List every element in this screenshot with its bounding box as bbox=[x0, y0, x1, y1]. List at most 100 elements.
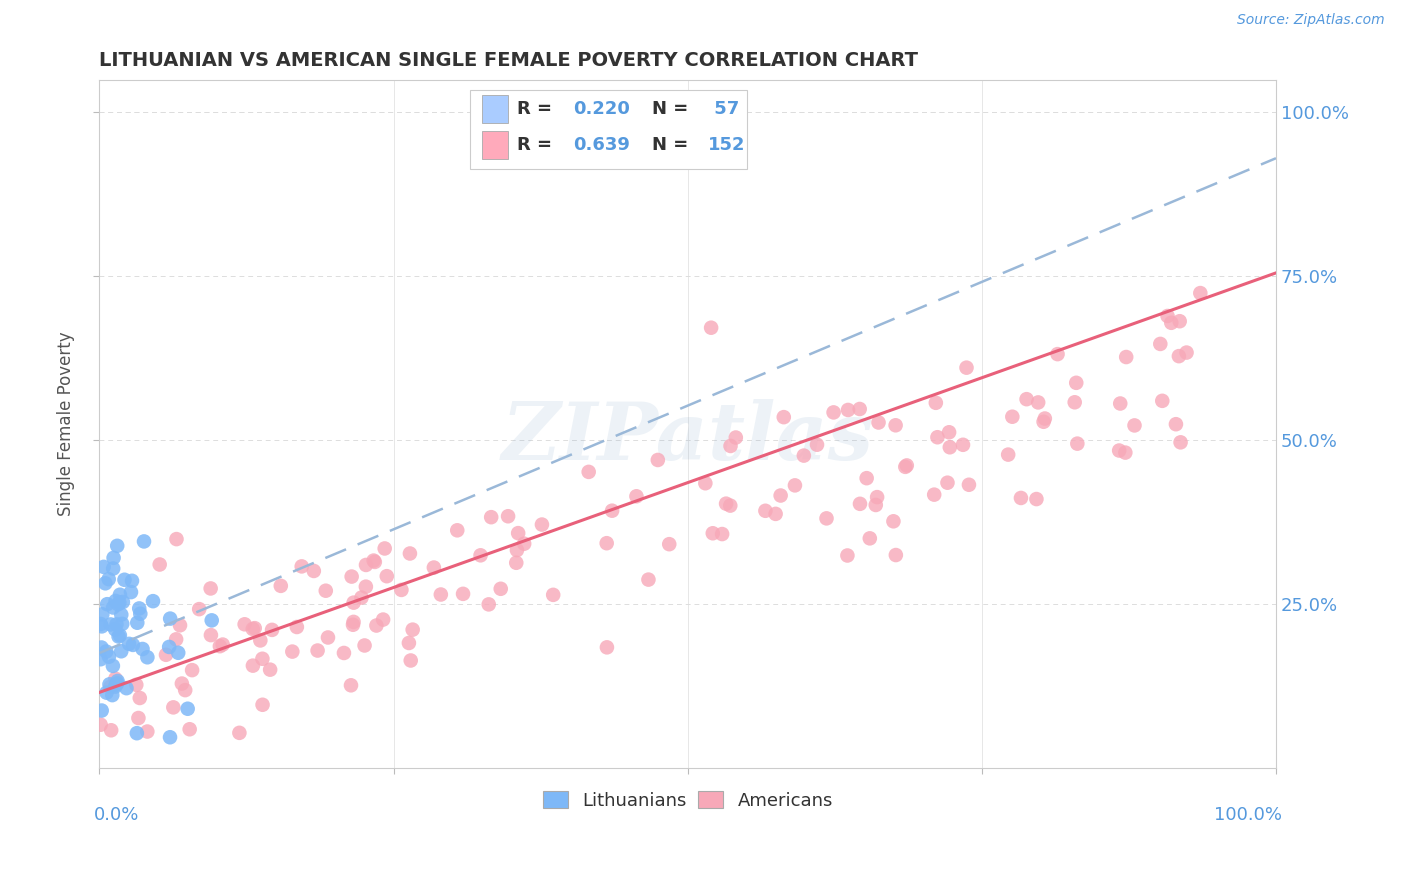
Point bbox=[233, 617, 256, 632]
Point bbox=[793, 449, 815, 463]
Text: 0.639: 0.639 bbox=[574, 136, 630, 154]
Point bbox=[100, 680, 122, 694]
Point bbox=[142, 594, 165, 608]
Point bbox=[430, 587, 453, 601]
Point bbox=[181, 663, 204, 677]
Point bbox=[176, 702, 198, 716]
FancyBboxPatch shape bbox=[482, 131, 508, 159]
Point bbox=[100, 723, 122, 738]
Point bbox=[108, 628, 131, 642]
Point bbox=[201, 613, 224, 627]
Text: R =: R = bbox=[517, 100, 558, 118]
Point bbox=[105, 539, 128, 553]
Point bbox=[884, 548, 907, 562]
Point bbox=[1033, 411, 1056, 425]
Point bbox=[720, 439, 742, 453]
Point bbox=[1115, 350, 1137, 364]
Point bbox=[1167, 349, 1189, 363]
Point bbox=[354, 558, 377, 572]
Point bbox=[242, 658, 264, 673]
Point bbox=[111, 595, 134, 609]
Point bbox=[200, 582, 222, 596]
Point bbox=[104, 623, 127, 637]
Point bbox=[939, 440, 962, 454]
Point bbox=[179, 723, 201, 737]
Point bbox=[169, 618, 191, 632]
Point bbox=[107, 597, 129, 611]
Point bbox=[513, 537, 536, 551]
Point bbox=[391, 582, 413, 597]
Point bbox=[342, 615, 364, 629]
Point bbox=[188, 602, 211, 616]
Text: N =: N = bbox=[652, 100, 695, 118]
Point bbox=[252, 698, 274, 712]
Point bbox=[165, 632, 187, 647]
Point bbox=[423, 560, 446, 574]
Point bbox=[505, 556, 527, 570]
Point bbox=[260, 623, 283, 637]
Point bbox=[136, 650, 159, 665]
Point bbox=[765, 507, 787, 521]
Text: Source: ZipAtlas.com: Source: ZipAtlas.com bbox=[1237, 13, 1385, 28]
Point bbox=[131, 642, 153, 657]
Point bbox=[1046, 347, 1069, 361]
Point bbox=[955, 360, 977, 375]
Point bbox=[316, 631, 339, 645]
Point bbox=[769, 489, 792, 503]
FancyBboxPatch shape bbox=[482, 95, 508, 123]
Text: 100.0%: 100.0% bbox=[1213, 805, 1282, 823]
Point bbox=[1160, 316, 1182, 330]
Point bbox=[363, 553, 385, 567]
Point bbox=[110, 607, 132, 622]
Point bbox=[98, 649, 121, 664]
Point bbox=[896, 458, 918, 473]
Point bbox=[208, 639, 231, 653]
Point bbox=[90, 617, 112, 632]
Point bbox=[96, 644, 118, 658]
Point bbox=[1152, 393, 1174, 408]
Point bbox=[1064, 376, 1087, 390]
Point bbox=[695, 476, 717, 491]
Point bbox=[101, 688, 124, 702]
Point bbox=[884, 418, 907, 433]
Point bbox=[506, 543, 529, 558]
Point bbox=[104, 594, 127, 608]
Point bbox=[837, 403, 859, 417]
Point bbox=[249, 633, 271, 648]
Point bbox=[100, 617, 122, 632]
Point bbox=[596, 640, 619, 655]
Point bbox=[849, 497, 872, 511]
Point bbox=[936, 475, 959, 490]
Point bbox=[1168, 314, 1191, 328]
Point bbox=[105, 617, 128, 632]
Point bbox=[90, 717, 112, 731]
Point bbox=[96, 597, 118, 611]
Point bbox=[128, 601, 150, 615]
Point bbox=[371, 613, 394, 627]
Text: 152: 152 bbox=[707, 136, 745, 154]
Point bbox=[866, 490, 889, 504]
Point bbox=[496, 509, 519, 524]
Point bbox=[470, 549, 492, 563]
Point bbox=[104, 678, 127, 692]
Point bbox=[366, 618, 388, 632]
Point bbox=[104, 680, 127, 694]
Point bbox=[98, 677, 121, 691]
Point bbox=[125, 726, 148, 740]
Point bbox=[711, 527, 734, 541]
Point bbox=[848, 402, 870, 417]
Point bbox=[90, 619, 112, 633]
Y-axis label: Single Female Poverty: Single Female Poverty bbox=[58, 331, 75, 516]
Point bbox=[104, 672, 127, 686]
Point bbox=[307, 643, 329, 657]
Point bbox=[1149, 337, 1171, 351]
Point bbox=[159, 731, 181, 745]
Point bbox=[91, 607, 114, 622]
Point bbox=[211, 638, 233, 652]
Point bbox=[149, 558, 172, 572]
Point bbox=[938, 425, 960, 440]
Point bbox=[997, 448, 1019, 462]
Point bbox=[129, 607, 152, 621]
Point bbox=[1026, 395, 1049, 409]
Point bbox=[399, 653, 422, 667]
